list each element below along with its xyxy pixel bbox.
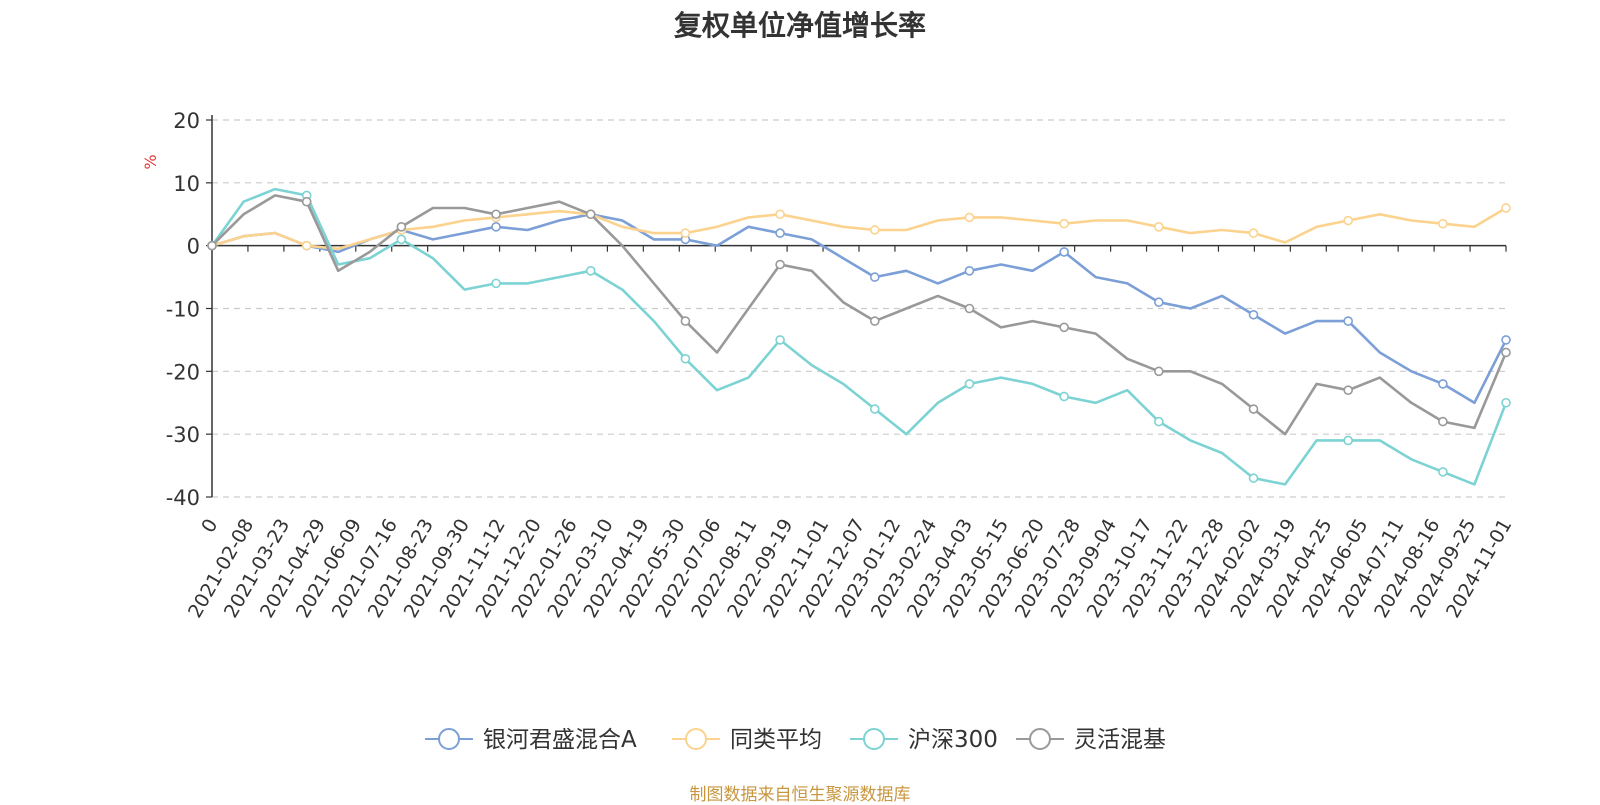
data-point — [301, 196, 312, 207]
chart-title: 复权单位净值增长率 — [673, 9, 926, 42]
legend-marker — [438, 728, 460, 750]
y-tick-label: -40 — [166, 486, 200, 510]
data-point — [775, 209, 785, 220]
y-tick-label: -20 — [166, 360, 200, 384]
data-point — [1059, 391, 1069, 402]
legend-marker — [1029, 728, 1051, 750]
data-point — [1248, 473, 1259, 483]
legend-marker — [685, 728, 707, 750]
data-point — [396, 234, 407, 245]
data-point — [1154, 416, 1164, 427]
data-point — [207, 240, 217, 251]
data-point — [869, 316, 880, 326]
y-tick-label: 20 — [173, 109, 200, 133]
data-point — [1343, 215, 1353, 226]
data-point — [1154, 297, 1164, 308]
y-tick-label: -10 — [166, 298, 200, 322]
legend-marker — [863, 728, 885, 750]
series-line — [210, 187, 1508, 486]
data-point — [680, 228, 691, 238]
data-point — [1248, 228, 1259, 238]
data-point — [1343, 435, 1353, 446]
data-point — [1343, 385, 1353, 395]
legend-label: 沪深300 — [908, 727, 998, 753]
data-point — [1501, 335, 1511, 345]
data-point — [1059, 218, 1069, 229]
tick-labels: 20100-10-20-30-40%02021-02-082021-03-232… — [141, 109, 1516, 622]
data-point — [1154, 222, 1164, 232]
series-line — [211, 213, 1508, 405]
data-point — [775, 335, 785, 345]
data-point — [585, 265, 596, 276]
data-point — [775, 228, 785, 238]
data-point — [1501, 203, 1511, 213]
data-point — [1501, 347, 1511, 358]
data-point — [775, 259, 785, 270]
data-point — [1438, 379, 1448, 389]
data-point — [396, 222, 407, 232]
legend-label: 灵活混基 — [1074, 727, 1166, 753]
series-lines — [207, 187, 1511, 486]
data-point — [869, 404, 880, 414]
data-point — [1438, 416, 1448, 427]
data-point — [1248, 404, 1259, 414]
data-point — [869, 272, 880, 282]
legend-label: 银河君盛混合A — [483, 727, 637, 753]
series-line — [211, 194, 1508, 436]
data-point — [1059, 247, 1069, 257]
data-point — [1154, 366, 1164, 377]
data-point — [1059, 322, 1069, 333]
data-point — [964, 265, 975, 276]
data-point — [869, 225, 880, 235]
data-point — [964, 212, 975, 223]
data-point — [491, 222, 501, 232]
data-point — [1438, 467, 1448, 477]
y-axis-unit: % — [141, 154, 160, 169]
data-point — [491, 209, 501, 220]
legend: 银河君盛混合A 同类平均 沪深300 灵活混基 — [425, 727, 1166, 753]
data-point — [680, 316, 691, 326]
data-point — [1343, 316, 1353, 326]
data-point — [1248, 309, 1259, 320]
y-tick-label: 10 — [173, 172, 200, 196]
data-point — [964, 303, 975, 314]
series-line — [211, 206, 1507, 251]
data-point — [1501, 397, 1511, 408]
grid-lines — [212, 119, 1506, 498]
data-point — [1438, 218, 1448, 229]
axes — [206, 115, 1507, 498]
legend-label: 同类平均 — [730, 727, 822, 753]
data-point — [491, 278, 501, 289]
data-point — [301, 240, 312, 251]
y-tick-label: 0 — [187, 235, 200, 259]
x-tick-label: 0 — [197, 515, 222, 536]
data-point — [680, 353, 691, 364]
data-point — [585, 209, 596, 220]
data-point — [964, 379, 975, 389]
y-tick-label: -30 — [166, 423, 200, 447]
source-note: 制图数据来自恒生聚源数据库 — [689, 785, 911, 805]
